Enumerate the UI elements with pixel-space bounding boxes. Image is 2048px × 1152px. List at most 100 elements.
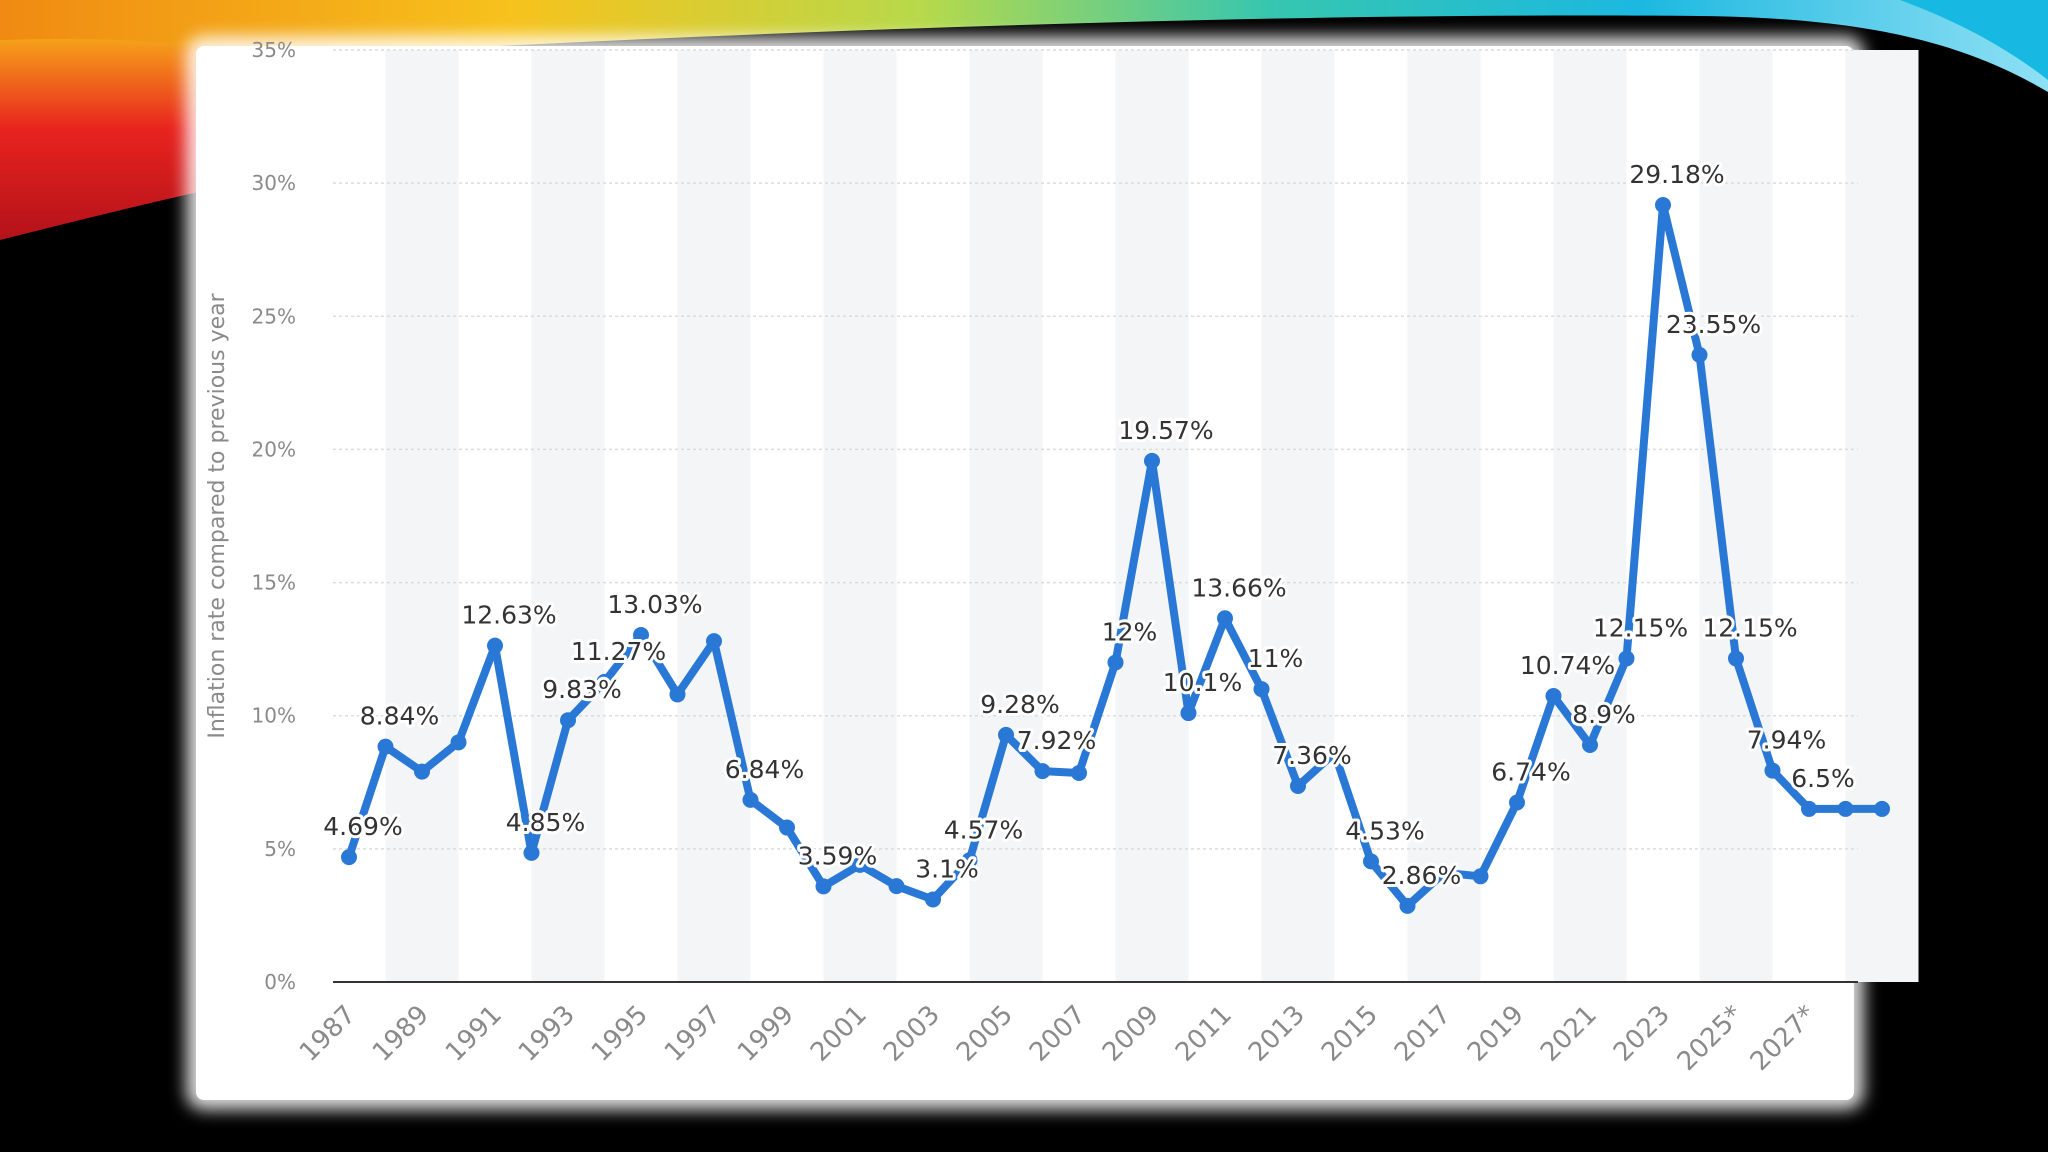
data-point [1509, 794, 1525, 811]
data-label: 3.59% [798, 841, 877, 870]
data-point [1655, 196, 1671, 213]
x-tick-label: 2011 [1170, 1000, 1238, 1068]
data-label: 2.86% [1382, 861, 1461, 890]
y-tick-label: 0% [264, 970, 296, 994]
data-label: 12% [1102, 617, 1158, 646]
x-tick-label: 1987 [294, 1000, 362, 1068]
x-tick-label: 2007 [1024, 1000, 1092, 1068]
x-tick-label: 2025* [1672, 1000, 1749, 1077]
y-tick-label: 5% [264, 837, 296, 861]
x-tick-label: 2027* [1745, 1000, 1822, 1077]
column-band [823, 50, 897, 982]
data-point [669, 686, 686, 703]
data-label: 29.18% [1629, 160, 1724, 189]
x-tick-label: 2003 [878, 1000, 946, 1068]
y-tick-label: 10% [252, 704, 296, 728]
data-point [414, 763, 430, 780]
data-label: 11% [1248, 644, 1304, 673]
data-point [1399, 897, 1416, 914]
data-label: 19.57% [1118, 416, 1213, 445]
column-band [1553, 50, 1627, 982]
data-point [341, 849, 357, 866]
y-tick-label: 20% [252, 437, 296, 461]
column-band [1699, 50, 1773, 982]
data-point [1326, 744, 1343, 761]
data-label: 13.03% [607, 590, 702, 619]
data-point [888, 878, 905, 895]
x-tick-label: 2009 [1097, 1000, 1165, 1068]
x-tick-label: 1989 [367, 1000, 435, 1068]
x-tick-label: 1991 [440, 1000, 508, 1068]
slide-sweep-top [0, 0, 2048, 92]
grid-lines [333, 49, 1858, 850]
data-label: 10.1% [1163, 668, 1242, 697]
x-tick-label: 2015 [1316, 1000, 1384, 1068]
data-point [998, 726, 1014, 743]
x-tick-label: 2017 [1389, 1000, 1457, 1068]
data-point [1582, 737, 1598, 754]
data-label: 6.74% [1491, 758, 1570, 787]
data-point [1764, 762, 1781, 779]
slide-sweep-cyan [1900, 0, 2048, 80]
y-axis-ticks: 0% 5% 10% 15% 20% 25% 30% 35% [252, 38, 296, 994]
x-tick-label: 2023 [1608, 1000, 1676, 1068]
data-point [523, 844, 540, 861]
x-tick-label: 1999 [732, 1000, 800, 1068]
x-tick-label: 2013 [1243, 1000, 1311, 1068]
data-point [1837, 800, 1854, 817]
data-labels: 4.69% 8.84% 12.63% 4.85% 9.83% 11.27% 13.03% 6.… [320, 157, 1857, 893]
column-band [1261, 50, 1335, 982]
x-tick-label: 1993 [513, 1000, 581, 1068]
data-point [961, 852, 978, 869]
data-point [1618, 650, 1635, 667]
y-tick-label: 25% [252, 304, 296, 328]
data-point [852, 856, 868, 873]
data-label: 12.63% [461, 601, 556, 630]
data-label: 11.27% [571, 637, 666, 666]
column-band [1407, 50, 1481, 982]
data-point [1180, 705, 1197, 722]
data-label: 8.9% [1572, 700, 1636, 729]
column-band [385, 50, 459, 982]
y-tick-label: 35% [252, 38, 296, 62]
x-axis-ticks: 1987 1989 1991 1993 1995 1997 1999 2001 2003 2005… [294, 1000, 1822, 1077]
data-label: 7.36% [1272, 741, 1351, 770]
data-point [815, 878, 832, 895]
data-label: 9.28% [980, 690, 1059, 719]
data-label: 10.74% [1520, 651, 1615, 680]
y-tick-label: 30% [252, 171, 296, 195]
data-label: 6.5% [1791, 764, 1855, 793]
data-label: 7.94% [1747, 726, 1826, 755]
data-label: 4.69% [323, 812, 402, 841]
data-point [1691, 346, 1708, 363]
data-point [377, 738, 394, 755]
data-point [706, 633, 722, 650]
x-tick-label: 2001 [805, 1000, 873, 1068]
data-label: 6.84% [725, 755, 804, 784]
data-point [487, 637, 503, 654]
data-label: 7.92% [1017, 726, 1096, 755]
x-tick-label: 1997 [659, 1000, 727, 1068]
column-band [1845, 50, 1919, 982]
data-point [779, 819, 795, 836]
data-point [1290, 778, 1306, 795]
column-band [677, 50, 751, 982]
series-points [341, 196, 1890, 914]
data-point [1217, 610, 1233, 627]
data-point [1034, 763, 1051, 780]
data-point [925, 891, 941, 908]
x-tick-label: 1995 [586, 1000, 654, 1068]
data-point [596, 673, 613, 690]
data-label: 13.66% [1191, 573, 1286, 602]
y-axis-label: Inflation rate compared to previous year [205, 292, 230, 738]
data-point [1253, 681, 1270, 698]
data-label: 23.55% [1666, 310, 1761, 339]
data-point [1107, 654, 1124, 671]
data-point [1545, 688, 1562, 705]
column-band [1115, 50, 1189, 982]
data-point [1472, 868, 1489, 885]
data-label: 12.15% [1702, 613, 1797, 642]
y-tick-label: 15% [252, 571, 296, 595]
data-point [1144, 452, 1160, 469]
data-point [450, 734, 467, 751]
